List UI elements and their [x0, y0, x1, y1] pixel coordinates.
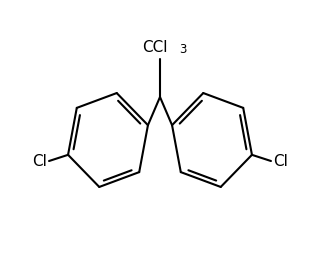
Text: 3: 3: [180, 43, 187, 56]
Text: Cl: Cl: [32, 153, 47, 169]
Text: Cl: Cl: [273, 153, 288, 169]
Text: CCl: CCl: [142, 40, 168, 55]
